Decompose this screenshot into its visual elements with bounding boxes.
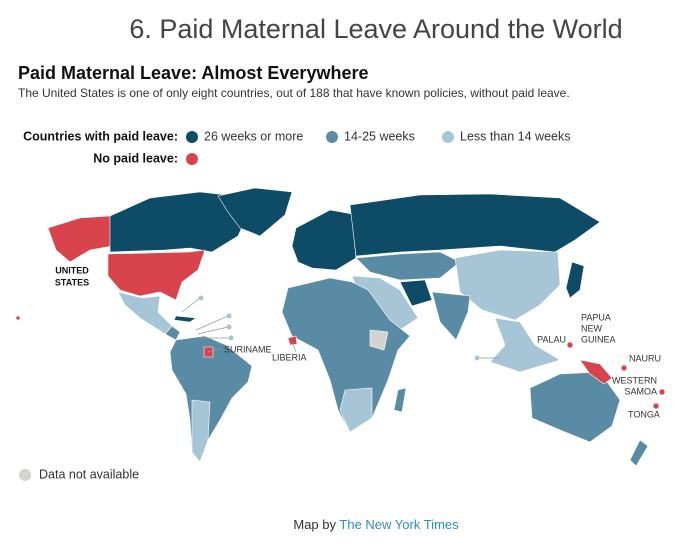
madagascar (393, 387, 407, 413)
se-asia (489, 317, 561, 373)
country-label: WESTERN (612, 375, 657, 385)
alaska (47, 215, 113, 263)
country-label: UNITED (55, 265, 89, 275)
central-america (164, 325, 181, 341)
legend-dot (19, 469, 31, 481)
country-label: NAURU (629, 353, 661, 363)
country-label: PAPUA (581, 312, 611, 322)
callouts (181, 297, 500, 359)
callout-dots (198, 295, 480, 361)
australia (529, 371, 621, 443)
canada (109, 191, 251, 253)
country-label: SAMOA (624, 386, 657, 396)
middle-asia (355, 251, 461, 281)
map-title: Paid Maternal Leave: Almost Everywhere (18, 63, 368, 83)
world-map (15, 187, 666, 467)
callout (197, 326, 229, 335)
usa (107, 249, 206, 301)
horn-africa (369, 329, 389, 351)
papua-new-guinea (579, 359, 613, 385)
callout-dot (226, 324, 232, 330)
europe (291, 209, 357, 271)
russia (349, 193, 601, 257)
caribbean (173, 315, 197, 323)
palau (566, 341, 574, 349)
country-label: LIBERIA (272, 352, 307, 362)
country-label: STATES (55, 277, 89, 287)
legend-label: Less than 14 weeks (460, 129, 571, 143)
iran (399, 279, 433, 307)
nauru (620, 364, 628, 372)
southern-africa (339, 387, 373, 433)
new-zealand (629, 439, 649, 467)
tonga (652, 402, 660, 410)
legend-dot (186, 131, 198, 143)
legend-paid-label: Countries with paid leave: (23, 129, 178, 143)
country-label: TONGA (628, 409, 660, 419)
country-label: NEW (581, 323, 603, 333)
callout (207, 347, 223, 353)
legend-label: 14-25 weeks (344, 129, 415, 143)
map-subtitle: The United States is one of only eight c… (18, 86, 570, 100)
callout (291, 341, 297, 353)
india (431, 291, 471, 341)
callout (181, 297, 201, 313)
callout-dot (228, 335, 234, 341)
legend-no-paid-label: No paid leave: (93, 151, 178, 165)
country-label: SURINAME (224, 344, 272, 354)
footer-prefix: Map by (293, 517, 336, 532)
callout-dot (226, 313, 232, 319)
legend-dot (326, 131, 338, 143)
hawaii (15, 315, 21, 321)
callout (195, 315, 229, 331)
callout-dot (198, 295, 204, 301)
liberia (287, 335, 298, 346)
legend-na-label: Data not available (39, 467, 139, 481)
legend-dot (442, 131, 454, 143)
callout-dot (474, 355, 480, 361)
country-label: GUINEA (581, 334, 616, 344)
footer-source: The New York Times (339, 517, 459, 532)
legend-label: 26 weeks or more (204, 129, 303, 143)
footer: Map by The New York Times (293, 517, 459, 532)
mexico (117, 291, 173, 335)
greenland (217, 187, 293, 237)
country-label: PALAU (537, 334, 566, 344)
africa (281, 277, 411, 433)
south-america-south (191, 399, 211, 463)
china (454, 249, 561, 321)
western-samoa (658, 388, 666, 396)
page-title: 6. Paid Maternal Leave Around the World (129, 14, 622, 44)
legend-dot (186, 153, 198, 165)
japan (565, 261, 585, 299)
